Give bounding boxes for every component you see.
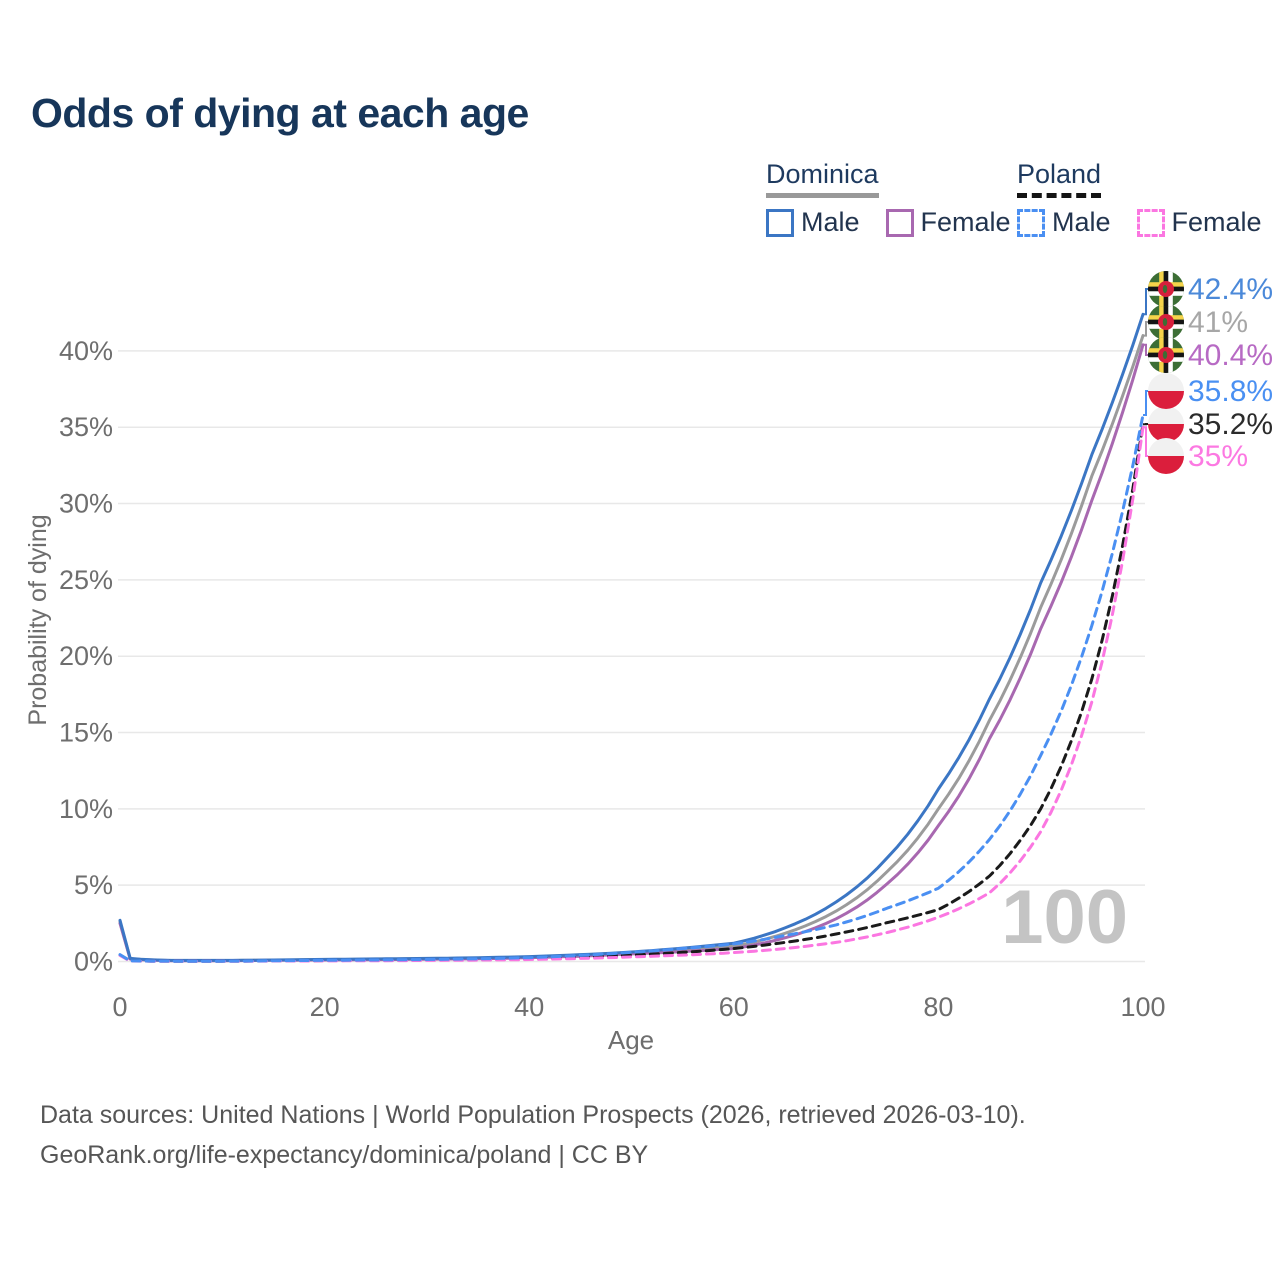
legend-label-dominica-female: Female [920,207,1011,237]
legend-label-poland-male: Male [1052,207,1111,237]
end-value-label-poland-overall: 35.2% [1188,408,1273,441]
x-tick-label: 60 [719,992,749,1022]
poland-flag-icon [1148,438,1184,474]
series-line-dominica-female[interactable] [118,343,1145,963]
legend-swatch-dominica-male-icon [766,208,794,237]
y-tick-label: 25% [59,565,113,595]
watermark-age-indicator: 100 [1001,875,1128,960]
series-line-poland-male[interactable] [118,413,1145,963]
legend-group-poland: Poland Male Female [1017,159,1262,238]
y-tick-label: 30% [59,489,113,519]
poland-flag-icon [1148,373,1184,409]
legend-toggle-dominica-female[interactable]: Female [885,207,1011,238]
series-line-dominica-overall[interactable] [118,334,1145,963]
page-title: Odds of dying at each age [31,90,529,136]
data-source-footer: Data sources: United Nations | World Pop… [40,1096,1026,1175]
x-tick-label: 0 [112,992,127,1022]
y-tick-label: 10% [59,794,113,824]
end-value-label-dominica-overall: 41% [1188,306,1248,339]
y-tick-label: 5% [74,870,113,900]
legend-label-poland-female: Female [1171,207,1262,237]
end-value-label-poland-male: 35.8% [1188,375,1273,408]
dominica-flag-icon [1148,304,1184,340]
legend-country-dominica: Dominica [766,159,879,198]
legend-toggle-poland-male[interactable]: Male [1017,207,1111,238]
x-tick-label: 40 [514,992,544,1022]
legend-label-dominica-male: Male [801,207,860,237]
x-axis-title: Age [608,1025,654,1055]
legend-group-dominica: Dominica Male Female [766,159,1011,238]
legend-swatch-dominica-female-icon [885,208,914,237]
x-tick-label: 100 [1120,992,1165,1022]
series-line-poland-female[interactable] [118,425,1145,963]
legend-swatch-poland-male-icon [1017,208,1045,237]
y-tick-label: 15% [59,718,113,748]
series-line-poland-overall[interactable] [118,422,1145,963]
legend-toggle-dominica-male[interactable]: Male [766,207,860,238]
x-tick-label: 80 [923,992,953,1022]
end-value-label-poland-female: 35% [1188,440,1248,473]
poland-flag-icon [1148,406,1184,442]
y-tick-label: 20% [59,641,113,671]
dominica-flag-icon [1148,271,1184,307]
legend-country-poland: Poland [1017,159,1102,198]
end-value-label-dominica-male: 42.4% [1188,273,1273,306]
legend-swatch-poland-female-icon [1136,208,1165,237]
footer-sources-line: Data sources: United Nations | World Pop… [40,1101,1026,1129]
footer-attribution-line: GeoRank.org/life-expectancy/dominica/pol… [40,1140,649,1169]
y-tick-label: 40% [59,336,113,366]
series-line-dominica-male[interactable] [118,312,1145,962]
y-axis-title: Probability of dying [24,514,52,725]
legend-toggle-poland-female[interactable]: Female [1136,207,1262,238]
end-value-label-dominica-female: 40.4% [1188,339,1273,372]
x-tick-label: 20 [310,992,340,1022]
y-tick-label: 0% [74,947,113,977]
y-tick-label: 35% [59,412,113,442]
dominica-flag-icon [1148,337,1184,373]
